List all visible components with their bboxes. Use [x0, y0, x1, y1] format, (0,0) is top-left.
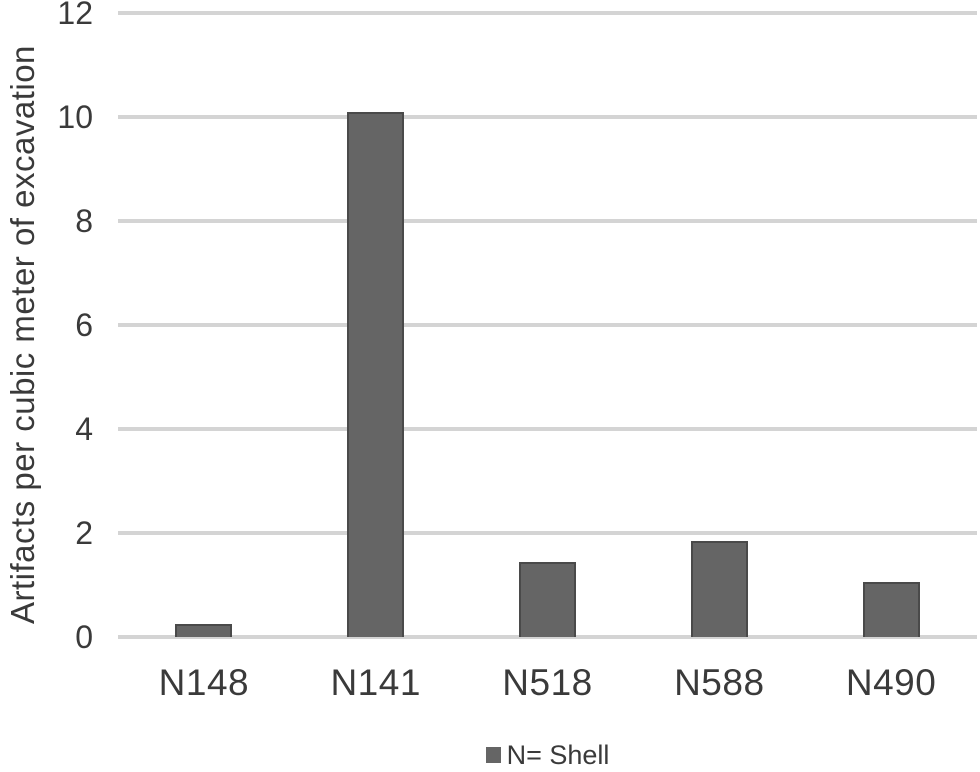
gridline-y8 [118, 219, 977, 223]
gridline-y10 [118, 115, 977, 119]
x-category-label-N588: N588 [674, 662, 765, 703]
y-tick-label-6: 6 [75, 307, 93, 343]
legend-swatch-icon [485, 747, 501, 763]
bar-N518 [519, 562, 576, 637]
gridline-y4 [118, 427, 977, 431]
y-tick-label-2: 2 [75, 515, 93, 551]
plot-area [118, 0, 977, 639]
y-tick-label-8: 8 [75, 203, 93, 239]
bar-N148 [175, 624, 233, 637]
gridline-y2 [118, 531, 977, 535]
gridline-y12 [118, 11, 977, 15]
gridline-y6 [118, 323, 977, 327]
x-category-label-N148: N148 [158, 662, 250, 703]
legend: N= Shell [118, 740, 977, 770]
y-tick-label-10: 10 [57, 99, 93, 135]
y-tick-label-12: 12 [57, 0, 93, 31]
x-category-label-N490: N490 [845, 662, 937, 703]
bar-N490 [862, 582, 920, 637]
x-category-label-N141: N141 [330, 662, 421, 703]
x-category-label-N518: N518 [502, 662, 593, 703]
bar-N588 [690, 541, 748, 637]
gridline-y0 [118, 635, 977, 639]
y-tick-label-0: 0 [75, 619, 93, 655]
bar-N141 [347, 112, 405, 637]
y-tick-label-4: 4 [75, 411, 93, 447]
legend-label: N= Shell [506, 740, 610, 770]
